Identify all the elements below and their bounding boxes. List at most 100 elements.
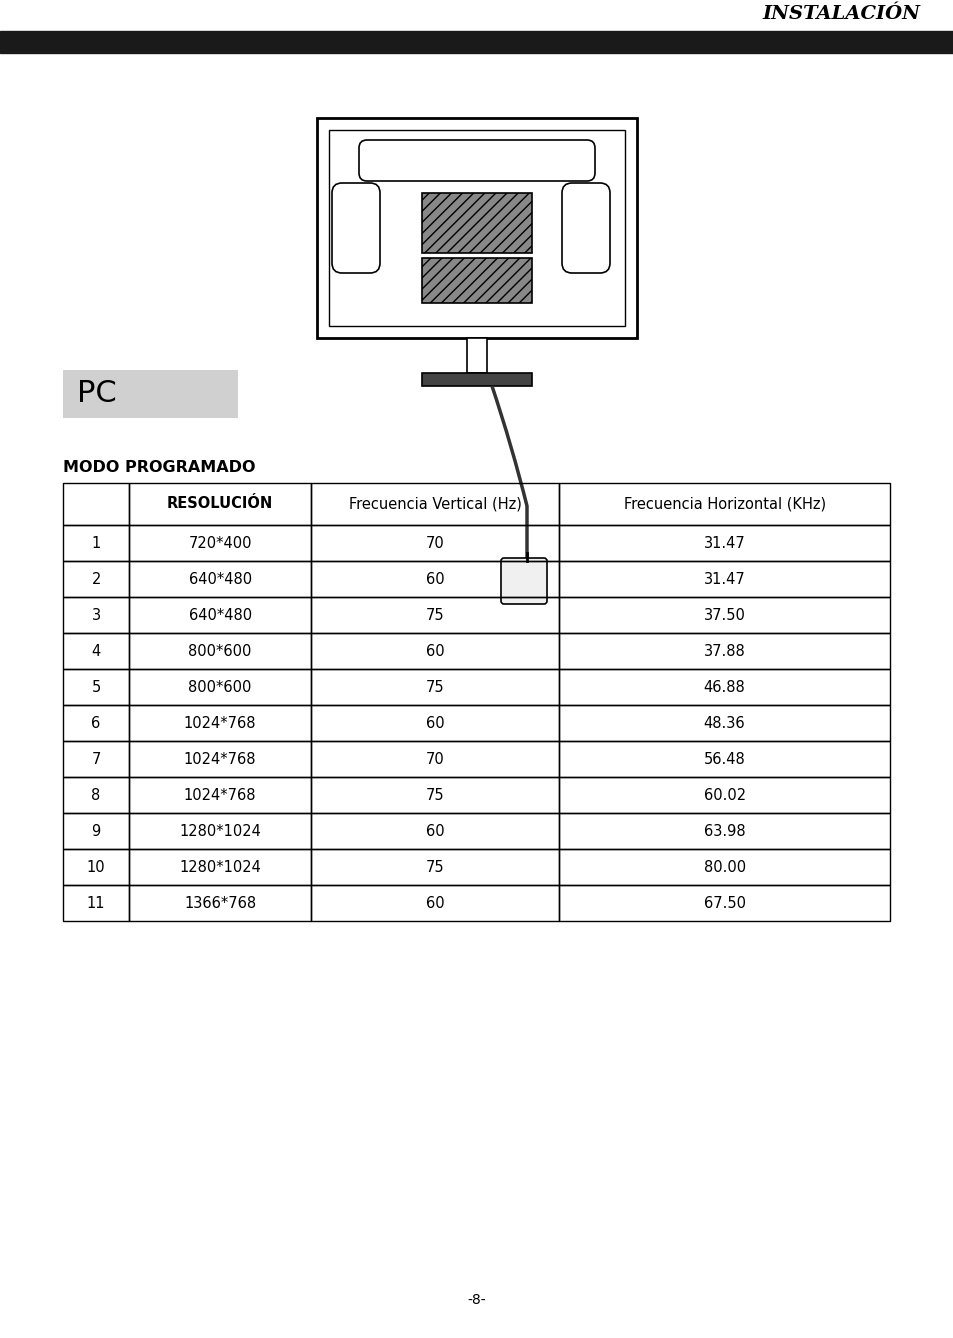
Text: 5: 5 <box>91 680 101 694</box>
Text: 48.36: 48.36 <box>703 716 744 731</box>
Bar <box>63 524 129 561</box>
Bar <box>129 524 311 561</box>
Text: 1280*1024: 1280*1024 <box>179 859 261 875</box>
Text: 6: 6 <box>91 716 101 731</box>
Bar <box>0 31 953 54</box>
Text: 640*480: 640*480 <box>189 571 252 586</box>
Bar <box>129 777 311 814</box>
Text: 11: 11 <box>87 895 105 910</box>
Text: 56.48: 56.48 <box>703 752 744 767</box>
Text: 9: 9 <box>91 823 101 839</box>
Text: 1366*768: 1366*768 <box>184 895 256 910</box>
Bar <box>63 633 129 669</box>
Text: Frecuencia Vertical (Hz): Frecuencia Vertical (Hz) <box>349 496 521 511</box>
Bar <box>421 373 532 385</box>
Bar <box>311 483 558 524</box>
Text: 800*600: 800*600 <box>189 680 252 694</box>
Bar <box>129 741 311 777</box>
Text: INSTALACIÓN: INSTALACIÓN <box>761 5 919 23</box>
Text: 31.47: 31.47 <box>703 571 744 586</box>
Bar <box>129 483 311 524</box>
Bar <box>311 850 558 884</box>
Text: 37.88: 37.88 <box>703 644 744 658</box>
Text: 75: 75 <box>425 859 444 875</box>
Text: 70: 70 <box>425 535 444 550</box>
Bar <box>558 884 889 921</box>
Bar <box>129 597 311 633</box>
Text: 1280*1024: 1280*1024 <box>179 823 261 839</box>
Bar <box>63 850 129 884</box>
Bar <box>63 371 237 417</box>
Text: Frecuencia Horizontal (KHz): Frecuencia Horizontal (KHz) <box>623 496 824 511</box>
Bar <box>311 669 558 705</box>
FancyBboxPatch shape <box>332 183 379 273</box>
Bar <box>421 258 532 302</box>
Bar <box>558 850 889 884</box>
Bar <box>558 597 889 633</box>
Bar <box>311 705 558 741</box>
Text: 60: 60 <box>425 823 444 839</box>
Text: RESOLUCIÓN: RESOLUCIÓN <box>167 496 273 511</box>
Bar <box>316 118 637 339</box>
Bar <box>311 633 558 669</box>
Bar <box>311 814 558 850</box>
Text: 1024*768: 1024*768 <box>184 752 256 767</box>
Bar <box>311 561 558 597</box>
Bar <box>63 705 129 741</box>
Text: 67.50: 67.50 <box>703 895 745 910</box>
Bar <box>129 633 311 669</box>
Bar <box>63 483 129 524</box>
Text: 1024*768: 1024*768 <box>184 716 256 731</box>
Text: 46.88: 46.88 <box>703 680 744 694</box>
Text: 640*480: 640*480 <box>189 607 252 622</box>
Bar <box>467 339 486 373</box>
Bar <box>63 884 129 921</box>
Bar <box>129 669 311 705</box>
Text: 1: 1 <box>91 535 101 550</box>
Bar <box>311 777 558 814</box>
Bar <box>558 669 889 705</box>
Text: 1024*768: 1024*768 <box>184 788 256 803</box>
Bar <box>558 561 889 597</box>
Bar <box>311 597 558 633</box>
Text: 80.00: 80.00 <box>702 859 745 875</box>
Text: 8: 8 <box>91 788 101 803</box>
Bar <box>558 814 889 850</box>
Bar <box>63 777 129 814</box>
Text: 75: 75 <box>425 607 444 622</box>
Text: 31.47: 31.47 <box>703 535 744 550</box>
Bar <box>129 814 311 850</box>
Text: 2: 2 <box>91 571 101 586</box>
Bar <box>558 633 889 669</box>
Text: 7: 7 <box>91 752 101 767</box>
Text: MODO PROGRAMADO: MODO PROGRAMADO <box>63 460 255 475</box>
Text: 3: 3 <box>91 607 100 622</box>
Text: 60.02: 60.02 <box>702 788 745 803</box>
Bar <box>311 524 558 561</box>
Text: PC: PC <box>77 380 116 408</box>
Bar <box>558 705 889 741</box>
Bar <box>129 850 311 884</box>
Bar <box>63 741 129 777</box>
Text: 75: 75 <box>425 788 444 803</box>
Text: 75: 75 <box>425 680 444 694</box>
Bar <box>311 884 558 921</box>
Text: 60: 60 <box>425 571 444 586</box>
FancyBboxPatch shape <box>500 558 546 603</box>
Text: 37.50: 37.50 <box>703 607 744 622</box>
Text: 10: 10 <box>87 859 105 875</box>
Text: 60: 60 <box>425 895 444 910</box>
Text: 720*400: 720*400 <box>188 535 252 550</box>
Bar <box>421 193 532 253</box>
FancyBboxPatch shape <box>358 140 595 181</box>
Text: 60: 60 <box>425 716 444 731</box>
Bar <box>329 130 624 326</box>
Bar <box>63 561 129 597</box>
Bar <box>558 777 889 814</box>
Text: 4: 4 <box>91 644 101 658</box>
Bar <box>63 669 129 705</box>
FancyBboxPatch shape <box>561 183 609 273</box>
Bar <box>558 483 889 524</box>
Bar <box>558 524 889 561</box>
Bar <box>311 741 558 777</box>
